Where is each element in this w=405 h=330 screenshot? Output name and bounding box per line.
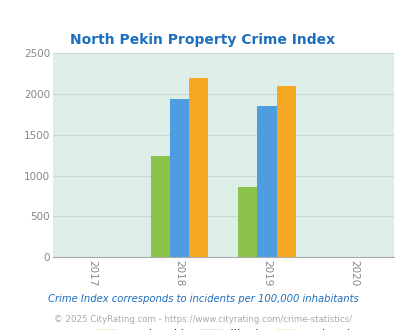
Legend: North Pekin, Illinois, National: North Pekin, Illinois, National <box>90 325 355 330</box>
Text: North Pekin Property Crime Index: North Pekin Property Crime Index <box>70 33 335 47</box>
Bar <box>189 78 208 257</box>
Bar <box>170 99 189 257</box>
Bar <box>150 156 170 257</box>
Bar <box>238 187 257 257</box>
Bar <box>276 86 295 257</box>
Text: Crime Index corresponds to incidents per 100,000 inhabitants: Crime Index corresponds to incidents per… <box>47 294 358 304</box>
Text: © 2025 CityRating.com - https://www.cityrating.com/crime-statistics/: © 2025 CityRating.com - https://www.city… <box>54 315 351 324</box>
Bar <box>257 106 276 257</box>
